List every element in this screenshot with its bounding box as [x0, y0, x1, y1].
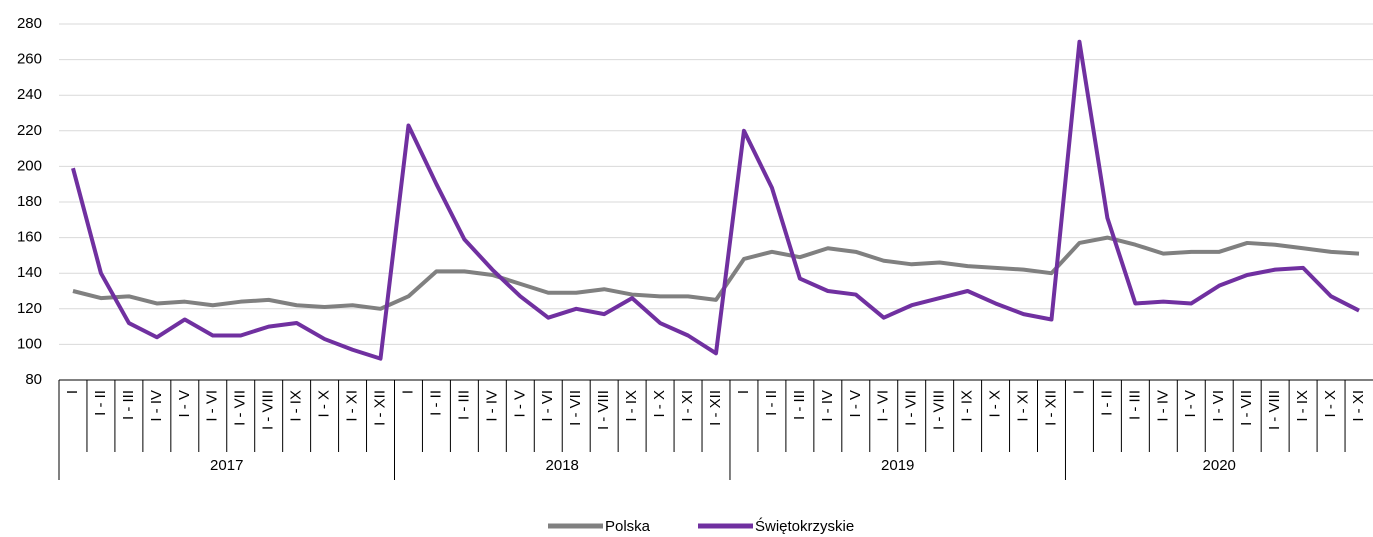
x-tick-label: I - V [1182, 390, 1199, 418]
y-tick-label: 200 [17, 157, 42, 174]
x-tick-label: I - V [511, 390, 528, 418]
x-tick-label: I [64, 390, 81, 394]
y-tick-label: 80 [25, 371, 42, 388]
x-tick-label: I - IV [148, 390, 165, 422]
x-tick-label: I - II [763, 390, 780, 416]
y-tick-label: 180 [17, 193, 42, 210]
y-tick-label: 100 [17, 335, 42, 352]
x-tick-label: I - III [455, 390, 472, 420]
x-tick-label: I - VIII [260, 390, 277, 430]
x-tick-label: I [399, 390, 416, 394]
year-label: 2017 [210, 457, 243, 474]
year-label: 2019 [881, 457, 914, 474]
x-tick-label: I - VII [1238, 390, 1255, 426]
x-tick-label: I - V [176, 390, 193, 418]
year-label: 2018 [546, 457, 579, 474]
legend-label: Polska [605, 518, 651, 535]
y-tick-label: 160 [17, 229, 42, 246]
x-tick-label: I - XI [1350, 390, 1367, 422]
x-tick-label: I - III [120, 390, 137, 420]
x-tick-label: I - VI [1210, 390, 1227, 422]
y-tick-label: 280 [17, 15, 42, 32]
x-tick-label: I - X [651, 390, 668, 418]
x-tick-label: I - XI [1015, 390, 1032, 422]
series-line [71, 39, 1360, 361]
x-tick-label: I - XI [344, 390, 361, 422]
x-tick-label: I - II [92, 390, 109, 416]
x-tick-label: I - IV [483, 390, 500, 422]
x-tick-label: I [1070, 390, 1087, 394]
x-tick-label: I - VIII [595, 390, 612, 430]
x-tick-label: I - VI [539, 390, 556, 422]
x-tick-label: I - X [1322, 390, 1339, 418]
x-tick-label: I - IV [819, 390, 836, 422]
x-tick-label: I - V [847, 390, 864, 418]
x-tick-label: I - IX [959, 390, 976, 422]
x-tick-label: I - VII [903, 390, 920, 426]
x-tick-label: I - VII [232, 390, 249, 426]
x-tick-label: I - IX [288, 390, 305, 422]
x-tick-label: I - IV [1154, 390, 1171, 422]
y-tick-label: 220 [17, 122, 42, 139]
x-tick-label: I - II [427, 390, 444, 416]
x-tick-label: I - VIII [931, 390, 948, 430]
x-tick-label: I - XII [371, 390, 388, 426]
legend-label: Świętokrzyskie [755, 517, 854, 535]
x-tick-label: I [735, 390, 752, 394]
x-tick-label: I - X [987, 390, 1004, 418]
y-tick-label: 240 [17, 86, 42, 103]
x-tick-label: I - IX [623, 390, 640, 422]
x-tick-label: I - VI [204, 390, 221, 422]
x-tick-label: I - III [1126, 390, 1143, 420]
x-tick-label: I - XII [1042, 390, 1059, 426]
year-label: 2020 [1203, 457, 1236, 474]
x-tick-label: I - XI [679, 390, 696, 422]
y-tick-label: 120 [17, 300, 42, 317]
x-tick-label: I - VIII [1266, 390, 1283, 430]
x-tick-label: I - IX [1294, 390, 1311, 422]
x-tick-label: I - III [791, 390, 808, 420]
series-line [72, 235, 1360, 311]
x-tick-label: I - VII [567, 390, 584, 426]
x-tick-label: I - VI [875, 390, 892, 422]
y-tick-label: 260 [17, 51, 42, 68]
y-tick-label: 140 [17, 264, 42, 281]
x-tick-label: I - X [316, 390, 333, 418]
x-tick-label: I - II [1098, 390, 1115, 416]
x-tick-label: I - XII [707, 390, 724, 426]
